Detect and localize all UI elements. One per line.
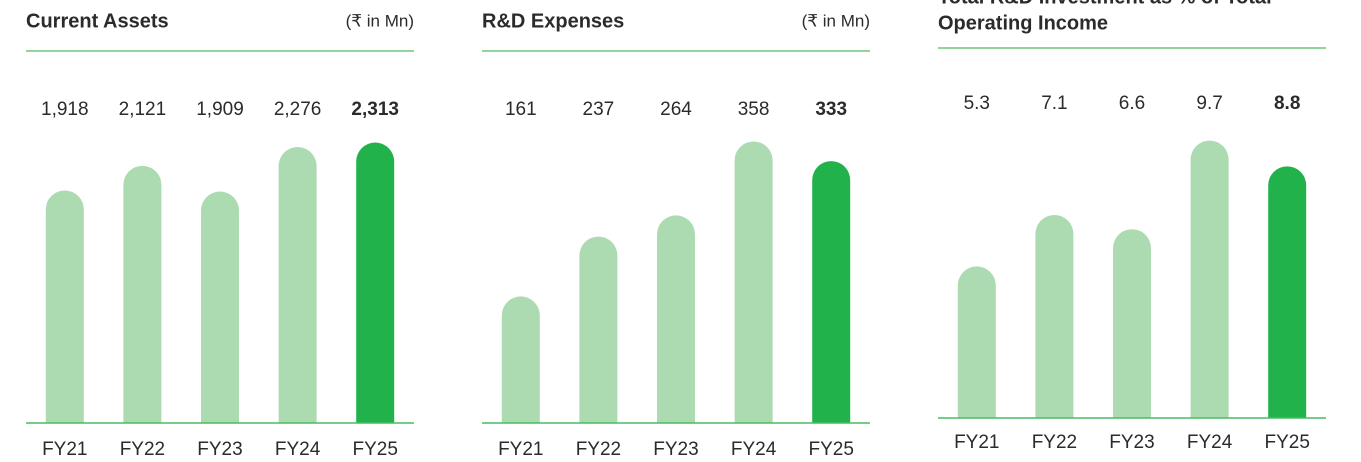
value-label: 6.6: [1119, 93, 1145, 114]
bar: [1035, 214, 1074, 418]
chart-subtitle: (₹ in Mn): [802, 11, 870, 30]
bar: [123, 165, 162, 424]
bar: [657, 215, 695, 423]
value-label: 7.1: [1041, 93, 1067, 114]
value-label: 358: [738, 99, 770, 120]
x-tick-label: FY23: [653, 439, 698, 460]
bar: [356, 142, 395, 423]
value-label: 1,918: [41, 99, 89, 120]
bar: [1113, 229, 1151, 418]
bar: [201, 191, 239, 423]
x-tick-label: FY22: [576, 439, 621, 460]
value-label: 5.3: [964, 93, 990, 114]
x-tick-label: FY22: [120, 439, 165, 460]
x-tick-label: FY22: [1032, 432, 1077, 453]
x-tick-label: FY24: [731, 439, 777, 460]
bar: [45, 190, 84, 423]
x-tick-label: FY21: [954, 432, 999, 453]
chart-subtitle: (₹ in Mn): [346, 11, 414, 30]
bar: [579, 236, 618, 423]
value-label: 2,276: [274, 99, 322, 120]
bar: [957, 266, 996, 418]
value-label: 2,121: [119, 99, 167, 120]
value-label: 333: [815, 99, 847, 120]
x-tick-label: FY21: [42, 439, 87, 460]
x-tick-label: FY23: [1109, 432, 1154, 453]
value-label: 1,909: [196, 99, 244, 120]
bar: [734, 141, 773, 423]
bar: [812, 161, 851, 423]
bar: [278, 147, 317, 423]
chart-title: Current Assets: [26, 10, 169, 32]
value-label: 161: [505, 99, 537, 120]
x-tick-label: FY24: [275, 439, 321, 460]
chart-title: R&D Expenses: [482, 10, 624, 32]
chart-title: Operating Income: [938, 12, 1108, 34]
value-label: 2,313: [351, 99, 399, 120]
bar: [1268, 166, 1307, 418]
x-tick-label: FY25: [1264, 432, 1309, 453]
bar: [501, 296, 540, 423]
x-tick-label: FY25: [808, 439, 853, 460]
value-label: 264: [660, 99, 692, 120]
x-tick-label: FY21: [498, 439, 543, 460]
value-label: 9.7: [1196, 93, 1222, 114]
value-label: 237: [583, 99, 615, 120]
x-tick-label: FY25: [352, 439, 397, 460]
bar: [1190, 140, 1229, 418]
x-tick-label: FY23: [197, 439, 242, 460]
chart-title: Total R&D Investment as % of Total: [938, 0, 1272, 8]
value-label: 8.8: [1274, 93, 1300, 114]
x-tick-label: FY24: [1187, 432, 1233, 453]
